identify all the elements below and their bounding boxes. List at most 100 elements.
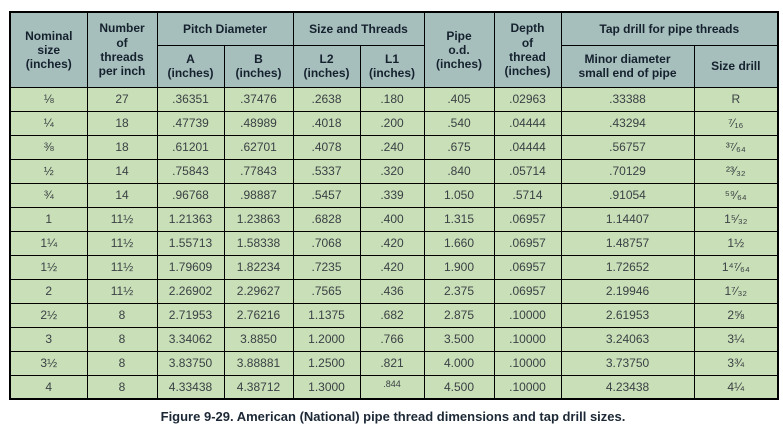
table-cell: 18 <box>86 134 158 160</box>
table-cell: 11½ <box>86 206 158 232</box>
table-cell: .36351 <box>156 86 225 112</box>
header-row-subcolumns: A (inches) B (inches) L2 (inches) L1 (in… <box>10 44 779 88</box>
table-cell: .840 <box>423 158 495 184</box>
table-cell: .675 <box>423 134 495 160</box>
table-body: ⅛ 27.36351.37476.2638.180.405.02963.33388… <box>9 86 779 400</box>
table-cell: .436 <box>359 278 425 304</box>
table-cell: 2 <box>9 278 88 304</box>
table-cell: 3.88881 <box>223 350 294 376</box>
group-header-pitch-diameter: Pitch Diameter <box>156 11 294 46</box>
table-cell: .06957 <box>493 254 562 280</box>
table-cell: 3.8850 <box>223 326 294 352</box>
table-cell: .5714 <box>493 182 562 208</box>
table-cell: 1.050 <box>423 182 495 208</box>
table-cell: .48989 <box>223 110 294 136</box>
table-cell: .96768 <box>156 182 225 208</box>
col-header-l2: L2 (inches) <box>292 44 361 88</box>
table-cell: ⁷⁄₁₆ <box>693 110 779 136</box>
table-cell: 8 <box>86 302 158 328</box>
table-row: 1¼ 11½ 1.55713 1.58338.7068.420 1.660.06957 1… <box>9 230 779 256</box>
table-cell: .77843 <box>223 158 294 184</box>
table-row: ½ 14.75843.77843.5337.320.840.05714.70129… <box>9 158 779 184</box>
table-cell: .4018 <box>292 110 361 136</box>
table-cell: ⁵⁹⁄₆₄ <box>693 182 779 208</box>
table-cell: 1.23863 <box>223 206 294 232</box>
table-cell: 2½ <box>9 302 88 328</box>
table-cell: .70129 <box>560 158 695 184</box>
table-cell: 3½ <box>9 350 88 376</box>
table-cell: 18 <box>86 110 158 136</box>
table-cell: .200 <box>359 110 425 136</box>
col-header-nominal-size: Nominal size (inches) <box>9 11 88 88</box>
col-header-size-drill: Size drill <box>693 44 779 88</box>
figure-container: Nominal size (inches) Number of threads … <box>9 11 780 424</box>
col-header-pitch-a: A (inches) <box>156 44 225 88</box>
table-cell: 3.83750 <box>156 350 225 376</box>
table-cell: .766 <box>359 326 425 352</box>
table-cell: 1.48757 <box>560 230 695 256</box>
table-cell: .180 <box>359 86 425 112</box>
figure-caption: Figure 9-29. American (National) pipe th… <box>160 409 626 424</box>
table-cell: .5457 <box>292 182 361 208</box>
table-cell: .62701 <box>223 134 294 160</box>
table-cell: 3¾ <box>693 350 779 376</box>
table-cell: 2.29627 <box>223 278 294 304</box>
table-cell: .7068 <box>292 230 361 256</box>
table-cell: 8 <box>86 350 158 376</box>
table-cell: R <box>693 86 779 112</box>
table-cell: 1½ <box>9 254 88 280</box>
table-cell: .02963 <box>493 86 562 112</box>
table-cell: 8 <box>86 374 158 400</box>
table-cell: .240 <box>359 134 425 160</box>
table-cell: 1.2000 <box>292 326 361 352</box>
table-cell: 1¼ <box>9 230 88 256</box>
table-cell: .682 <box>359 302 425 328</box>
table-cell: .43294 <box>560 110 695 136</box>
group-header-size-and-threads: Size and Threads <box>292 11 425 46</box>
table-cell: 2⅝ <box>693 302 779 328</box>
table-cell: 4.38712 <box>223 374 294 400</box>
table-cell: 27 <box>86 86 158 112</box>
col-header-pipe-od: Pipe o.d. (inches) <box>423 11 495 88</box>
table-cell: 1⁴⁷⁄₆₄ <box>693 254 779 280</box>
table-row: 2½ 8 2.71953 2.76216 1.1375.682 2.875.10000 2.… <box>9 302 779 328</box>
table-row: 2 11½ 2.26902 2.29627.7565.436 2.375.06957 2.… <box>9 278 779 304</box>
table-cell: 11½ <box>86 230 158 256</box>
col-header-minor-diameter: Minor diameter small end of pipe <box>560 44 695 88</box>
table-cell: 11½ <box>86 254 158 280</box>
table-cell: 2.375 <box>423 278 495 304</box>
table-cell: .56757 <box>560 134 695 160</box>
table-cell: ²³⁄₃₂ <box>693 158 779 184</box>
table-cell: 1 <box>9 206 88 232</box>
col-header-l1: L1 (inches) <box>359 44 425 88</box>
table-cell: .5337 <box>292 158 361 184</box>
table-row: ⅜ 18.61201.62701.4078.240.675.04444.56757… <box>9 134 779 160</box>
table-cell: 3.500 <box>423 326 495 352</box>
table-cell: .2638 <box>292 86 361 112</box>
table-cell: .75843 <box>156 158 225 184</box>
table-cell: .821 <box>359 350 425 376</box>
table-row: ¼ 18.47739.48989.4018.200.540.04444.43294… <box>9 110 779 136</box>
table-cell: 11½ <box>86 278 158 304</box>
table-cell: .420 <box>359 254 425 280</box>
pipe-thread-table: Nominal size (inches) Number of threads … <box>9 11 780 400</box>
table-cell: 3¼ <box>693 326 779 352</box>
table-cell: 1.2500 <box>292 350 361 376</box>
table-cell: 1.315 <box>423 206 495 232</box>
table-cell: .10000 <box>493 326 562 352</box>
table-cell: 3.73750 <box>560 350 695 376</box>
table-cell: .540 <box>423 110 495 136</box>
table-cell: 1.72652 <box>560 254 695 280</box>
table-cell: 1⁷⁄₃₂ <box>693 278 779 304</box>
table-cell: 3 <box>9 326 88 352</box>
table-cell: .339 <box>359 182 425 208</box>
table-cell: 8 <box>86 326 158 352</box>
table-cell: ¾ <box>9 182 88 208</box>
table-cell: .37476 <box>223 86 294 112</box>
table-cell: 2.76216 <box>223 302 294 328</box>
table-cell: 1½ <box>693 230 779 256</box>
table-cell: 1.660 <box>423 230 495 256</box>
table-cell: .04444 <box>493 110 562 136</box>
table-cell: 1.55713 <box>156 230 225 256</box>
table-row: 1½ 11½ 1.79609 1.82234.7235.420 1.900.06957 1… <box>9 254 779 280</box>
